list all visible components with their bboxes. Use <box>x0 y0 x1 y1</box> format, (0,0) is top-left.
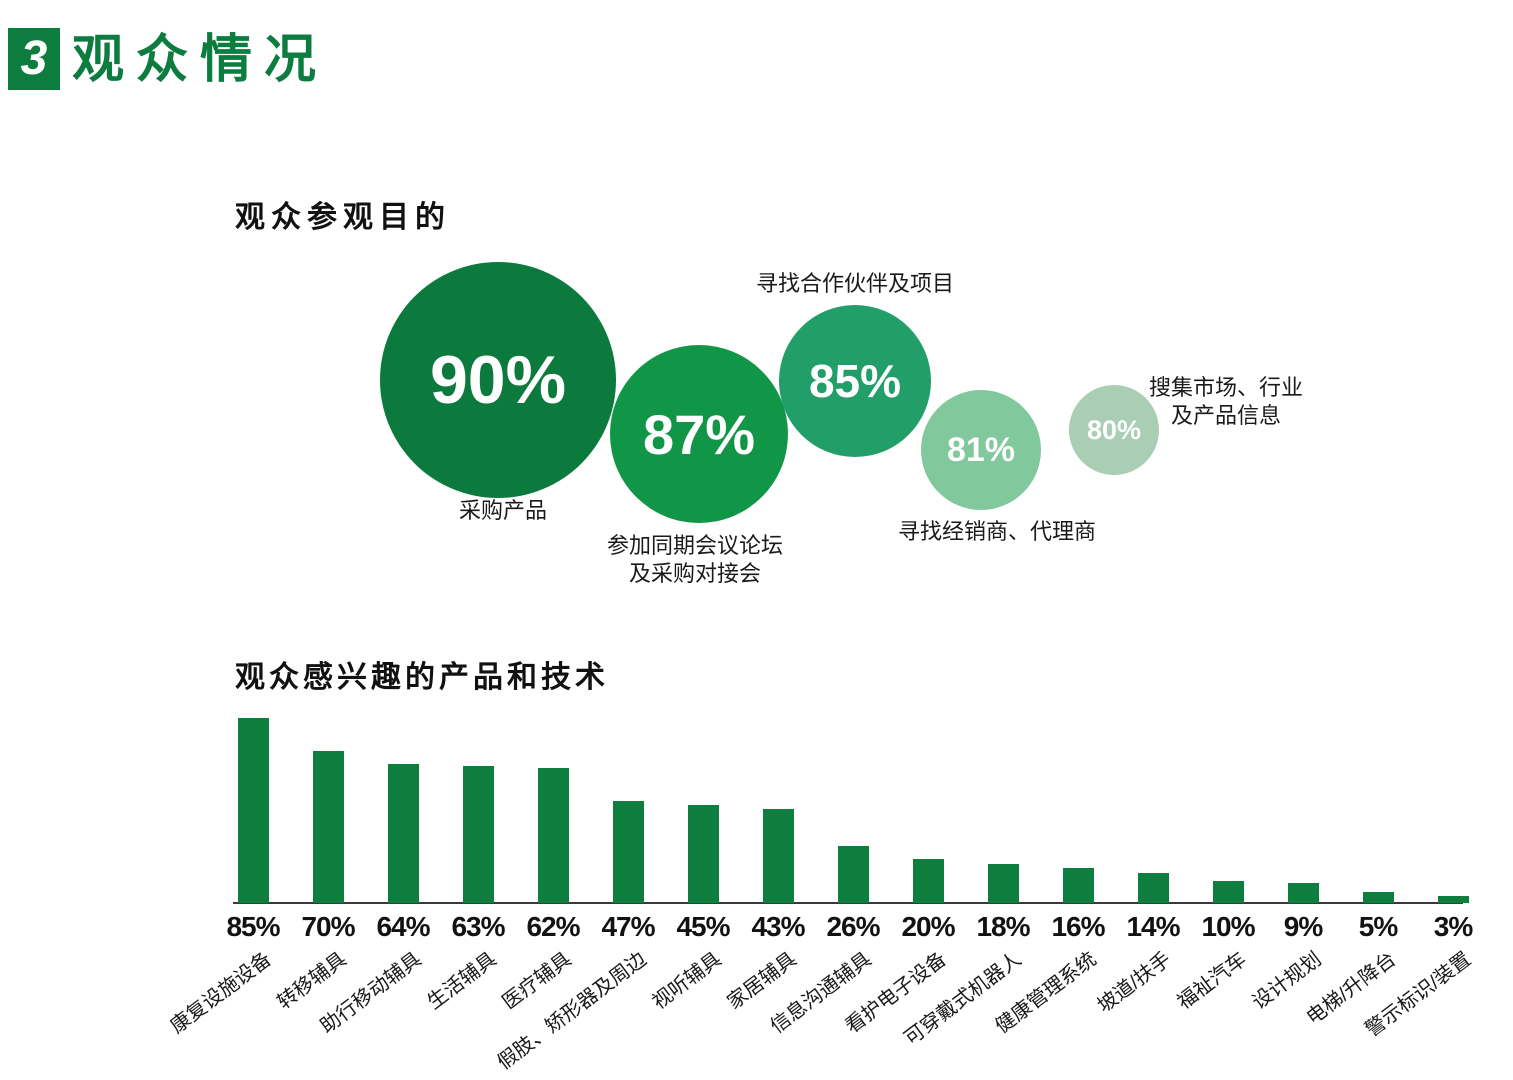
bar <box>387 764 419 903</box>
bar-value-label: 45% <box>676 911 730 942</box>
bubble-value: 80% <box>1086 414 1142 445</box>
bar-category-label: 生活辅具 <box>423 948 501 1014</box>
bubble-label: 搜集市场、行业 及产品信息 <box>1148 375 1303 428</box>
bubble-value: 87% <box>642 402 756 466</box>
bar-category-label: 康复设施设备 <box>166 948 276 1039</box>
purpose-bubble: 90% <box>380 262 616 498</box>
section-number: 3 <box>20 32 48 85</box>
bar-value-label: 9% <box>1283 911 1323 942</box>
bar-value-label: 62% <box>526 911 580 942</box>
purpose-bubble: 81% <box>921 390 1041 510</box>
bar <box>1137 873 1169 903</box>
bar <box>912 859 944 903</box>
bar <box>687 805 719 903</box>
bar-value-label: 70% <box>301 911 355 942</box>
bar <box>1437 896 1469 903</box>
bar-value-label: 85% <box>226 911 280 942</box>
bar <box>312 751 344 903</box>
bar-value-label: 5% <box>1358 911 1398 942</box>
bar <box>1212 881 1244 903</box>
bubble-value: 85% <box>808 355 902 407</box>
bar-value-label: 14% <box>1126 911 1180 942</box>
bubble-value: 81% <box>946 430 1016 469</box>
bar <box>612 801 644 903</box>
bar <box>462 766 494 903</box>
bubble-label: 寻找经销商、代理商 <box>897 519 1096 544</box>
bubble-label: 参加同期会议论坛 及采购对接会 <box>606 533 783 586</box>
bar-value-label: 16% <box>1051 911 1105 942</box>
bar-value-label: 26% <box>826 911 880 942</box>
x-axis-line <box>233 902 1463 904</box>
bar-value-label: 63% <box>451 911 505 942</box>
purpose-bubble: 80% <box>1069 385 1159 475</box>
bar <box>762 809 794 903</box>
bar <box>537 768 569 903</box>
bar <box>837 846 869 903</box>
bar-value-label: 10% <box>1201 911 1255 942</box>
interest-chart-title: 观众感兴趣的产品和技术 <box>235 661 609 694</box>
bubble-label: 寻找合作伙伴及项目 <box>755 271 954 296</box>
bubble-value: 90% <box>429 342 567 418</box>
purpose-bubble: 87% <box>610 345 788 523</box>
bar-value-label: 18% <box>976 911 1030 942</box>
bubble-label: 采购产品 <box>458 498 547 523</box>
bar-value-label: 64% <box>376 911 430 942</box>
section-number-badge: 3 <box>8 28 60 90</box>
bar <box>1062 868 1094 903</box>
bar-category-label: 坡道/扶手 <box>1094 948 1176 1018</box>
bar-value-label: 47% <box>601 911 655 942</box>
bar <box>987 864 1019 903</box>
bar-value-label: 3% <box>1433 911 1473 942</box>
bar-value-label: 43% <box>751 911 805 942</box>
purpose-chart-title: 观众参观目的 <box>235 201 451 234</box>
purpose-bubble: 85% <box>779 305 931 457</box>
page-title: 观众情况 <box>72 31 329 89</box>
bar-category-label: 视听辅具 <box>648 948 726 1014</box>
bar-value-label: 20% <box>901 911 955 942</box>
bar-category-label: 福祉汽车 <box>1173 948 1251 1014</box>
bar <box>237 718 269 903</box>
bar <box>1362 892 1394 903</box>
bar <box>1287 883 1319 903</box>
